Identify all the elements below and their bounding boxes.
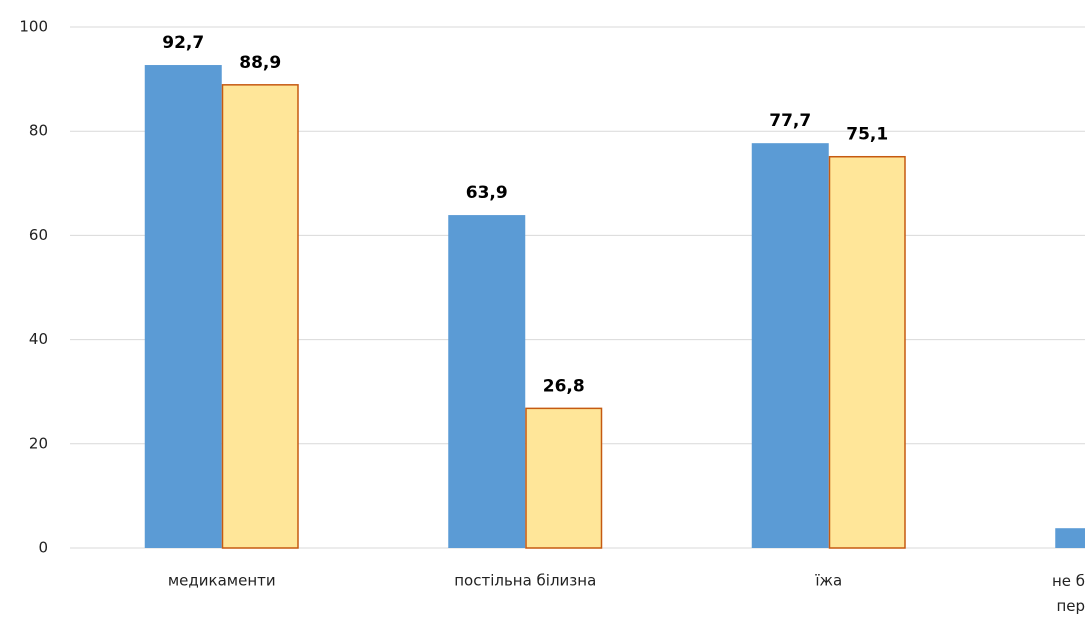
- bar: [221, 84, 299, 549]
- y-tick-label: 60: [29, 226, 48, 244]
- y-tick-label: 40: [29, 330, 48, 348]
- y-tick-label: 100: [19, 18, 48, 36]
- y-tick-label: 80: [29, 122, 48, 140]
- x-tick-label: постільна білизна: [454, 572, 596, 590]
- x-tick-label: їжа: [814, 572, 842, 590]
- value-label: 88,9: [239, 53, 281, 73]
- y-tick-label: 20: [29, 434, 48, 452]
- y-tick-label: 0: [38, 539, 48, 557]
- value-label: 75,1: [846, 125, 888, 145]
- value-label: 26,8: [543, 376, 585, 396]
- bar: [828, 155, 906, 549]
- bar: [751, 143, 829, 549]
- value-label: 77,7: [769, 111, 811, 131]
- bar: [525, 407, 603, 549]
- bar: [144, 65, 222, 549]
- value-label: 92,7: [162, 33, 204, 53]
- bar: [448, 215, 526, 548]
- bar: [1055, 528, 1085, 548]
- x-tick-label: не б пер: [1052, 572, 1085, 615]
- x-tick-label: медикаменти: [168, 572, 276, 590]
- value-label: 63,9: [466, 183, 508, 203]
